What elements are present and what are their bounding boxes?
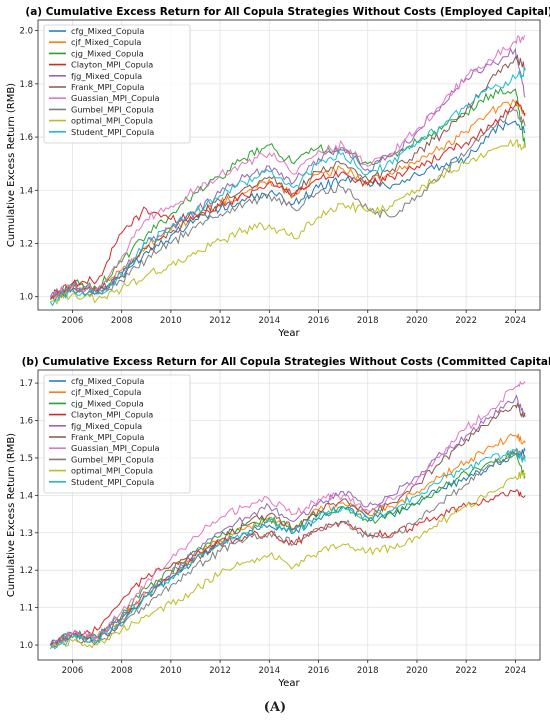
- series-line-Gumbel_MPI_Copula: [50, 447, 526, 646]
- y-tick-label: 1.4: [19, 491, 33, 501]
- series-line-Guassian_MPI_Copula: [49, 380, 526, 649]
- legend-label: Student_MPI_Copula: [71, 477, 154, 487]
- plot-frame: [37, 369, 541, 661]
- legend-label: cjg_Mixed_Copula: [71, 398, 144, 408]
- y-tick-label: 1.2: [19, 566, 33, 576]
- y-tick-label: 1.1: [19, 604, 33, 614]
- x-axis-label: Year: [277, 328, 300, 339]
- y-tick-label: 1.2: [19, 239, 33, 249]
- y-tick-label: 1.6: [19, 417, 33, 427]
- legend-label: Guassian_MPI_Copula: [71, 93, 160, 103]
- y-tick-label: 2.0: [19, 27, 33, 37]
- x-tick-label: 2010: [160, 666, 182, 676]
- x-tick-label: 2010: [160, 316, 182, 326]
- legend-label: cjf_Mixed_Copula: [71, 37, 141, 47]
- x-tick-label: 2022: [455, 316, 477, 326]
- series-line-Clayton_MPI_Copula: [50, 100, 526, 299]
- x-tick-label: 2022: [455, 666, 477, 676]
- legend-label: Frank_MPI_Copula: [71, 432, 144, 442]
- legend-label: cjg_Mixed_Copula: [71, 48, 144, 58]
- y-axis-label: Cumulative Excess Return (RMB): [6, 433, 17, 597]
- x-tick-label: 2024: [505, 666, 527, 676]
- series-line-optimal_MPI_Copula: [50, 138, 526, 305]
- x-tick-label: 2020: [406, 666, 428, 676]
- x-tick-label: 2008: [111, 316, 133, 326]
- x-tick-label: 2018: [357, 666, 379, 676]
- x-tick-label: 2016: [308, 316, 330, 326]
- series-line-Gumbel_MPI_Copula: [50, 108, 526, 302]
- figure-caption: (A): [263, 700, 287, 715]
- legend-label: Clayton_MPI_Copula: [71, 60, 153, 70]
- y-tick-label: 1.0: [19, 293, 33, 303]
- legend-label: Gumbel_MPI_Copula: [71, 104, 154, 114]
- legend-label: cfg_Mixed_Copula: [71, 376, 144, 386]
- x-tick-label: 2018: [357, 316, 379, 326]
- x-tick-label: 2008: [111, 666, 133, 676]
- series-line-Frank_MPI_Copula: [49, 53, 526, 300]
- x-tick-label: 2012: [209, 316, 231, 326]
- series-line-cfg_Mixed_Copula: [49, 120, 526, 303]
- legend-label: cjf_Mixed_Copula: [71, 387, 141, 397]
- chart-a-title: (a) Cumulative Excess Return for All Cop…: [25, 6, 550, 18]
- legend-label: Student_MPI_Copula: [71, 127, 154, 137]
- series-line-Guassian_MPI_Copula: [50, 35, 526, 298]
- chart-a-svg: (a) Cumulative Excess Return for All Cop…: [6, 6, 550, 339]
- x-tick-label: 2014: [258, 316, 280, 326]
- legend-label: cfg_Mixed_Copula: [71, 26, 144, 36]
- x-axis-label: Year: [277, 678, 300, 689]
- legend-box: [43, 24, 191, 144]
- x-tick-label: 2016: [308, 666, 330, 676]
- x-tick-label: 2006: [62, 666, 84, 676]
- y-tick-label: 1.3: [19, 529, 33, 539]
- legend-label: Guassian_MPI_Copula: [71, 443, 160, 453]
- series-line-Frank_MPI_Copula: [49, 402, 526, 648]
- legend-label: fjg_Mixed_Copula: [71, 421, 142, 431]
- y-tick-label: 1.6: [19, 133, 33, 143]
- legend-label: fjg_Mixed_Copula: [71, 71, 142, 81]
- chart-b-title: (b) Cumulative Excess Return for All Cop…: [22, 356, 550, 368]
- legend-label: optimal_MPI_Copula: [71, 466, 153, 476]
- legend-label: optimal_MPI_Copula: [71, 116, 153, 126]
- chart-b-svg: (b) Cumulative Excess Return for All Cop…: [6, 356, 550, 689]
- y-tick-label: 1.7: [19, 379, 33, 389]
- chart-panel-a: (a) Cumulative Excess Return for All Cop…: [0, 0, 550, 350]
- y-tick-label: 1.0: [19, 641, 33, 651]
- x-tick-label: 2014: [258, 666, 280, 676]
- plot-frame: [37, 19, 541, 311]
- series-line-optimal_MPI_Copula: [49, 470, 526, 650]
- legend-label: Frank_MPI_Copula: [71, 82, 144, 92]
- y-tick-label: 1.4: [19, 186, 33, 196]
- x-tick-label: 2024: [505, 316, 527, 326]
- y-tick-label: 1.5: [19, 454, 33, 464]
- legend-label: Gumbel_MPI_Copula: [71, 454, 154, 464]
- x-tick-label: 2012: [209, 666, 231, 676]
- series-line-fjg_Mixed_Copula: [49, 47, 526, 297]
- legend-box: [43, 374, 191, 494]
- y-axis-label: Cumulative Excess Return (RMB): [6, 83, 17, 247]
- series-line-Student_MPI_Copula: [49, 448, 526, 650]
- chart-panel-b: (b) Cumulative Excess Return for All Cop…: [0, 350, 550, 700]
- y-tick-label: 1.8: [19, 80, 33, 90]
- series-line-Student_MPI_Copula: [49, 67, 526, 307]
- legend-label: Clayton_MPI_Copula: [71, 410, 153, 420]
- x-tick-label: 2020: [406, 316, 428, 326]
- x-tick-label: 2006: [62, 316, 84, 326]
